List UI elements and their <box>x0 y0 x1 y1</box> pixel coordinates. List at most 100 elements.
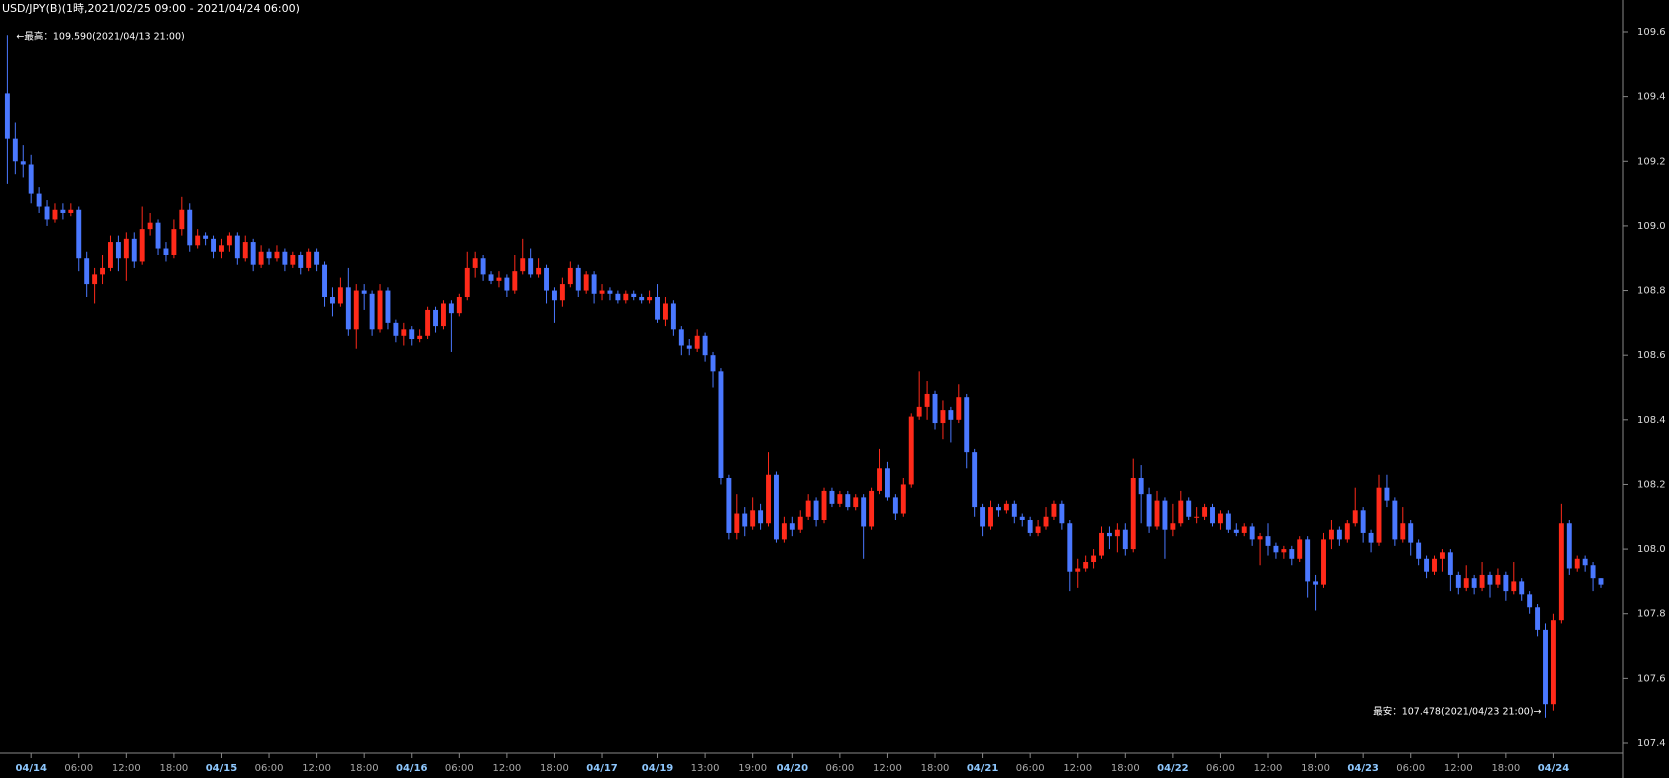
x-tick-label: 04/16 <box>396 763 428 774</box>
candle-body <box>1408 523 1414 543</box>
candle-body <box>20 161 26 165</box>
candle-body <box>1289 549 1295 559</box>
candle-body <box>115 242 121 259</box>
candle-body <box>1003 503 1009 511</box>
candle-body <box>655 297 660 320</box>
candle-body <box>607 290 613 294</box>
x-tick-label: 12:00 <box>112 763 141 774</box>
candle-body <box>1305 539 1311 582</box>
candle-body <box>1487 574 1493 585</box>
candle-body <box>1043 516 1049 527</box>
y-tick-label: 108.8 <box>1637 286 1666 297</box>
candle-body <box>60 209 66 213</box>
candle-body <box>1313 581 1319 585</box>
x-tick-label: 12:00 <box>302 763 331 774</box>
candle-body <box>726 477 732 533</box>
candle-body <box>1027 520 1033 533</box>
candle-body <box>995 507 1001 511</box>
candle-body <box>853 497 859 508</box>
candle-body <box>940 410 946 424</box>
candle-body <box>892 497 898 514</box>
candle-body <box>242 242 248 259</box>
candle-body <box>710 355 716 372</box>
candle-body <box>345 287 351 330</box>
candle-body <box>639 297 645 301</box>
candle-body <box>219 245 224 252</box>
candle-body <box>797 516 803 530</box>
candle-body <box>187 209 193 246</box>
candle-body <box>1463 578 1469 588</box>
candle-body <box>504 277 510 291</box>
candle-body <box>528 258 534 275</box>
candle-body <box>900 484 906 514</box>
candle-body <box>203 235 209 239</box>
candle-body <box>290 254 296 265</box>
candle-body <box>1249 526 1255 540</box>
y-tick-label: 108.2 <box>1637 479 1666 490</box>
x-tick-label: 04/22 <box>1157 763 1189 774</box>
candle-body <box>1344 523 1350 540</box>
candle-body <box>448 303 454 314</box>
candle-body <box>948 410 954 420</box>
x-tick-label: 04/17 <box>586 763 618 774</box>
high-annotation: ←最高：109.590(2021/04/13 21:00) <box>16 31 184 43</box>
candle-body <box>766 474 771 524</box>
candle-body <box>718 371 724 478</box>
candle-body <box>1138 477 1144 495</box>
candle-body <box>837 494 843 504</box>
candle-body <box>417 335 423 340</box>
candle-body <box>1495 574 1501 585</box>
candle-body <box>1503 574 1509 592</box>
x-tick-label: 19:00 <box>738 763 767 774</box>
candle-body <box>234 235 240 259</box>
chart-title: USD/JPY(B)(1時,2021/02/25 09:00 - 2021/04… <box>2 2 300 15</box>
candle-body <box>1439 552 1445 559</box>
candle-body <box>932 393 938 424</box>
x-tick-label: 12:00 <box>1254 763 1283 774</box>
candle-body <box>1558 523 1564 621</box>
candle-body <box>361 290 367 294</box>
candle-body <box>1384 487 1390 501</box>
candle-body <box>1550 620 1556 705</box>
candle-body <box>1099 532 1104 556</box>
candle-body <box>877 468 882 491</box>
candle-body <box>662 303 668 320</box>
candle-body <box>211 238 216 252</box>
candle-body <box>1075 568 1081 572</box>
candle-body <box>163 248 169 255</box>
candle-body <box>36 193 42 207</box>
candle-body <box>829 490 835 504</box>
candle-body <box>1130 477 1136 550</box>
candle-body <box>1265 536 1271 546</box>
candle-body <box>171 229 177 255</box>
candle-body <box>908 416 914 485</box>
candle-body <box>1225 513 1231 530</box>
candle-body <box>1328 529 1334 540</box>
candle-body <box>1035 526 1041 533</box>
x-tick-label: 13:00 <box>691 763 720 774</box>
x-tick-label: 06:00 <box>255 763 284 774</box>
candle-body <box>306 251 312 268</box>
candle-body <box>567 267 573 285</box>
candle-body <box>1210 507 1215 524</box>
candle-body <box>472 258 478 268</box>
candle-body <box>758 510 764 524</box>
candle-body <box>1336 529 1342 540</box>
candle-body <box>433 309 438 327</box>
candle-body <box>425 309 431 336</box>
candle-body <box>1400 523 1406 540</box>
x-tick-label: 06:00 <box>1396 763 1425 774</box>
candle-body <box>1011 503 1017 517</box>
candle-body <box>1186 500 1192 517</box>
candle-body <box>1321 539 1326 585</box>
x-tick-label: 12:00 <box>873 763 902 774</box>
x-tick-label: 04/24 <box>1538 763 1570 774</box>
x-tick-label: 04/23 <box>1347 763 1379 774</box>
candle-body <box>1170 523 1176 530</box>
y-tick-label: 107.4 <box>1637 738 1666 749</box>
candle-body <box>330 297 335 304</box>
candle-body <box>861 497 867 527</box>
candle-body <box>12 138 18 162</box>
candle-body <box>266 251 272 259</box>
candle-body <box>1527 594 1533 608</box>
